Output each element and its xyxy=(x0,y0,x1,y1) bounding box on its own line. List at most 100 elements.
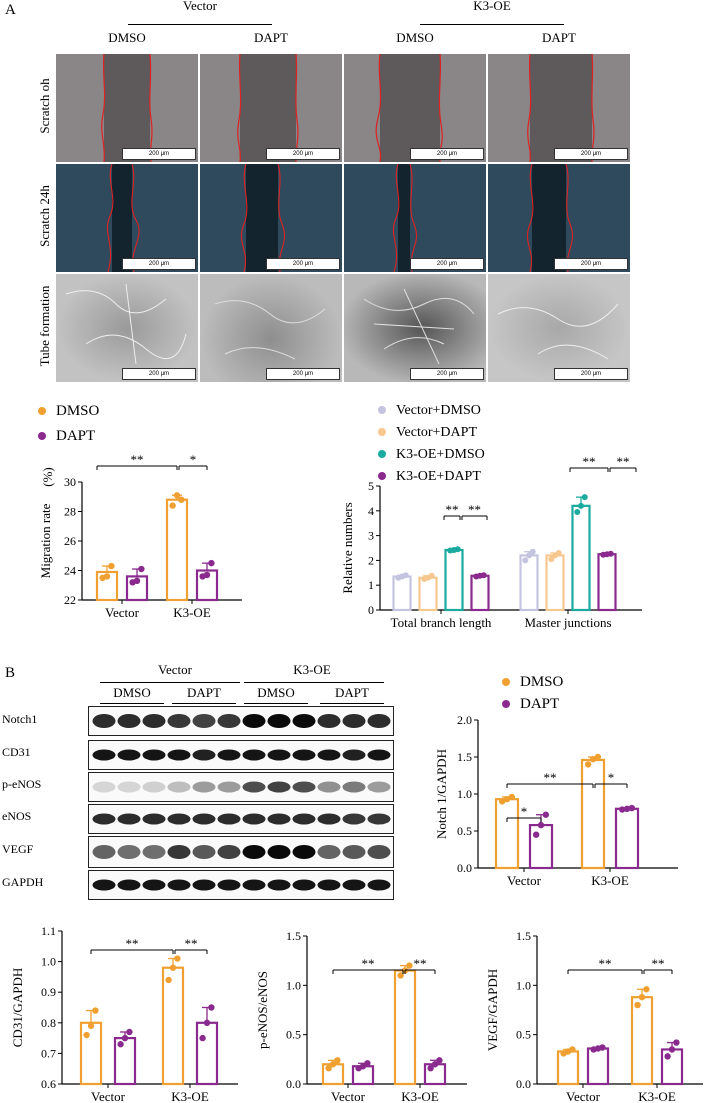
bar xyxy=(470,574,490,612)
data-point xyxy=(436,1057,443,1064)
blot-band xyxy=(117,813,141,825)
blot-label-vegf: VEGF xyxy=(2,842,34,856)
x-tick-label: Vector xyxy=(105,605,140,620)
data-point xyxy=(133,577,141,585)
bar xyxy=(393,969,417,1086)
blot-band xyxy=(192,714,216,728)
data-point xyxy=(117,1041,124,1048)
blot-band xyxy=(167,879,191,891)
scalebar: 200 μm xyxy=(122,368,196,380)
y-tick-label: 0.8 xyxy=(41,1016,56,1030)
y-tick-label: 0.7 xyxy=(41,1046,56,1060)
blot-band xyxy=(367,845,391,859)
blot-band xyxy=(117,714,141,728)
data-point xyxy=(364,1060,371,1067)
blot-band xyxy=(267,813,291,825)
blot-band xyxy=(267,879,291,891)
data-point xyxy=(406,962,413,969)
blot-band xyxy=(142,781,166,793)
relative-numbers-chart: Vector+DMSO Vector+DAPT K3-OE+DMSO K3-OE+DA… xyxy=(340,403,642,630)
data-point xyxy=(108,562,115,570)
group-label-vector: Vector xyxy=(183,0,217,13)
y-tick-label: 1.1 xyxy=(41,924,56,938)
blot-band xyxy=(292,813,316,825)
blot-col-label-2: DAPT xyxy=(187,685,221,700)
blot-label-gapdh: GAPDH xyxy=(2,875,44,889)
blot-band xyxy=(242,749,266,761)
blot-col-label-1: DMSO xyxy=(113,685,151,700)
y-tick-label: 0.0 xyxy=(286,1077,301,1091)
significance-label: ** xyxy=(131,452,144,467)
y-tick-label: 1.0 xyxy=(457,787,472,801)
blot-label-enos: eNOS xyxy=(2,809,32,823)
scalebar: 200 μm xyxy=(122,258,196,270)
col-label-4: DAPT xyxy=(542,30,576,45)
bar xyxy=(597,553,617,612)
data-point xyxy=(103,573,111,580)
blot-band xyxy=(167,813,191,825)
blot-band xyxy=(267,845,291,859)
scalebar: 200 μm xyxy=(554,258,628,270)
blot-band xyxy=(117,879,141,891)
legend-label: K3-OE+DAPT xyxy=(396,469,481,484)
blot-band xyxy=(142,879,166,891)
blot-band xyxy=(192,749,216,761)
data-point xyxy=(138,565,145,573)
data-point xyxy=(208,1004,215,1011)
row-label-scratch-0h: Scratch oh xyxy=(37,78,52,134)
blot-band xyxy=(292,714,316,728)
blot-band xyxy=(217,879,241,891)
x-tick-label: K3-OE xyxy=(401,1089,439,1103)
bar xyxy=(195,1021,219,1086)
micrograph-scratch24h-vector-dapt: 200 μm xyxy=(200,164,342,272)
blot-label-notch1: Notch1 xyxy=(2,712,38,726)
data-point xyxy=(402,572,409,579)
x-tick-label: Vector xyxy=(507,873,542,888)
blot-group-label-vector: Vector xyxy=(158,662,192,677)
data-point xyxy=(87,1022,95,1030)
scalebar: 200 μm xyxy=(410,368,484,380)
blot-band xyxy=(167,749,191,761)
blot-band xyxy=(367,749,391,761)
data-point xyxy=(83,1031,90,1039)
data-point xyxy=(522,557,529,564)
blot-band xyxy=(92,749,116,761)
micrograph-scratch24h-vector-dmso: 200 μm xyxy=(56,164,198,272)
y-axis-label: Migration rate xyxy=(38,503,53,578)
significance-label: ** xyxy=(599,956,612,971)
scalebar: 200 μm xyxy=(410,148,484,160)
bar xyxy=(79,1021,103,1086)
blot-band xyxy=(117,781,141,793)
bar xyxy=(630,996,654,1086)
blot-band xyxy=(292,781,316,793)
blot-band xyxy=(192,845,216,859)
bar xyxy=(586,1047,610,1086)
col-label-3: DMSO xyxy=(396,30,434,45)
blot-band xyxy=(142,813,166,825)
data-point xyxy=(643,986,650,993)
y-tick-label: 0.5 xyxy=(457,824,472,838)
blot-band xyxy=(292,879,316,891)
legend-marker xyxy=(378,428,386,436)
significance-label: * xyxy=(608,770,615,785)
data-point xyxy=(618,806,626,813)
data-point xyxy=(548,556,555,563)
blot-band xyxy=(192,781,216,793)
data-point xyxy=(173,492,181,499)
bar xyxy=(165,498,189,602)
legend-marker xyxy=(38,407,46,415)
data-point xyxy=(555,549,562,556)
scalebar: 200 μm xyxy=(266,148,340,160)
blot-band xyxy=(317,813,341,825)
data-point xyxy=(529,548,536,555)
blot-band xyxy=(92,879,116,891)
blot-band xyxy=(92,813,116,825)
significance-label: ** xyxy=(468,502,481,517)
micrograph-tube-k3oe-dmso: 200 μm xyxy=(344,274,486,382)
blot-band xyxy=(242,781,266,793)
row-label-scratch-24h: Scratch 24h xyxy=(37,185,52,247)
data-point xyxy=(623,805,631,812)
p-enos-chart: 0.0 0.5 1.0 1.5 p-eNOS/eNOS Vector K3-OE ** ** xyxy=(255,929,467,1103)
data-point xyxy=(503,795,511,803)
blot-enos xyxy=(88,804,394,834)
